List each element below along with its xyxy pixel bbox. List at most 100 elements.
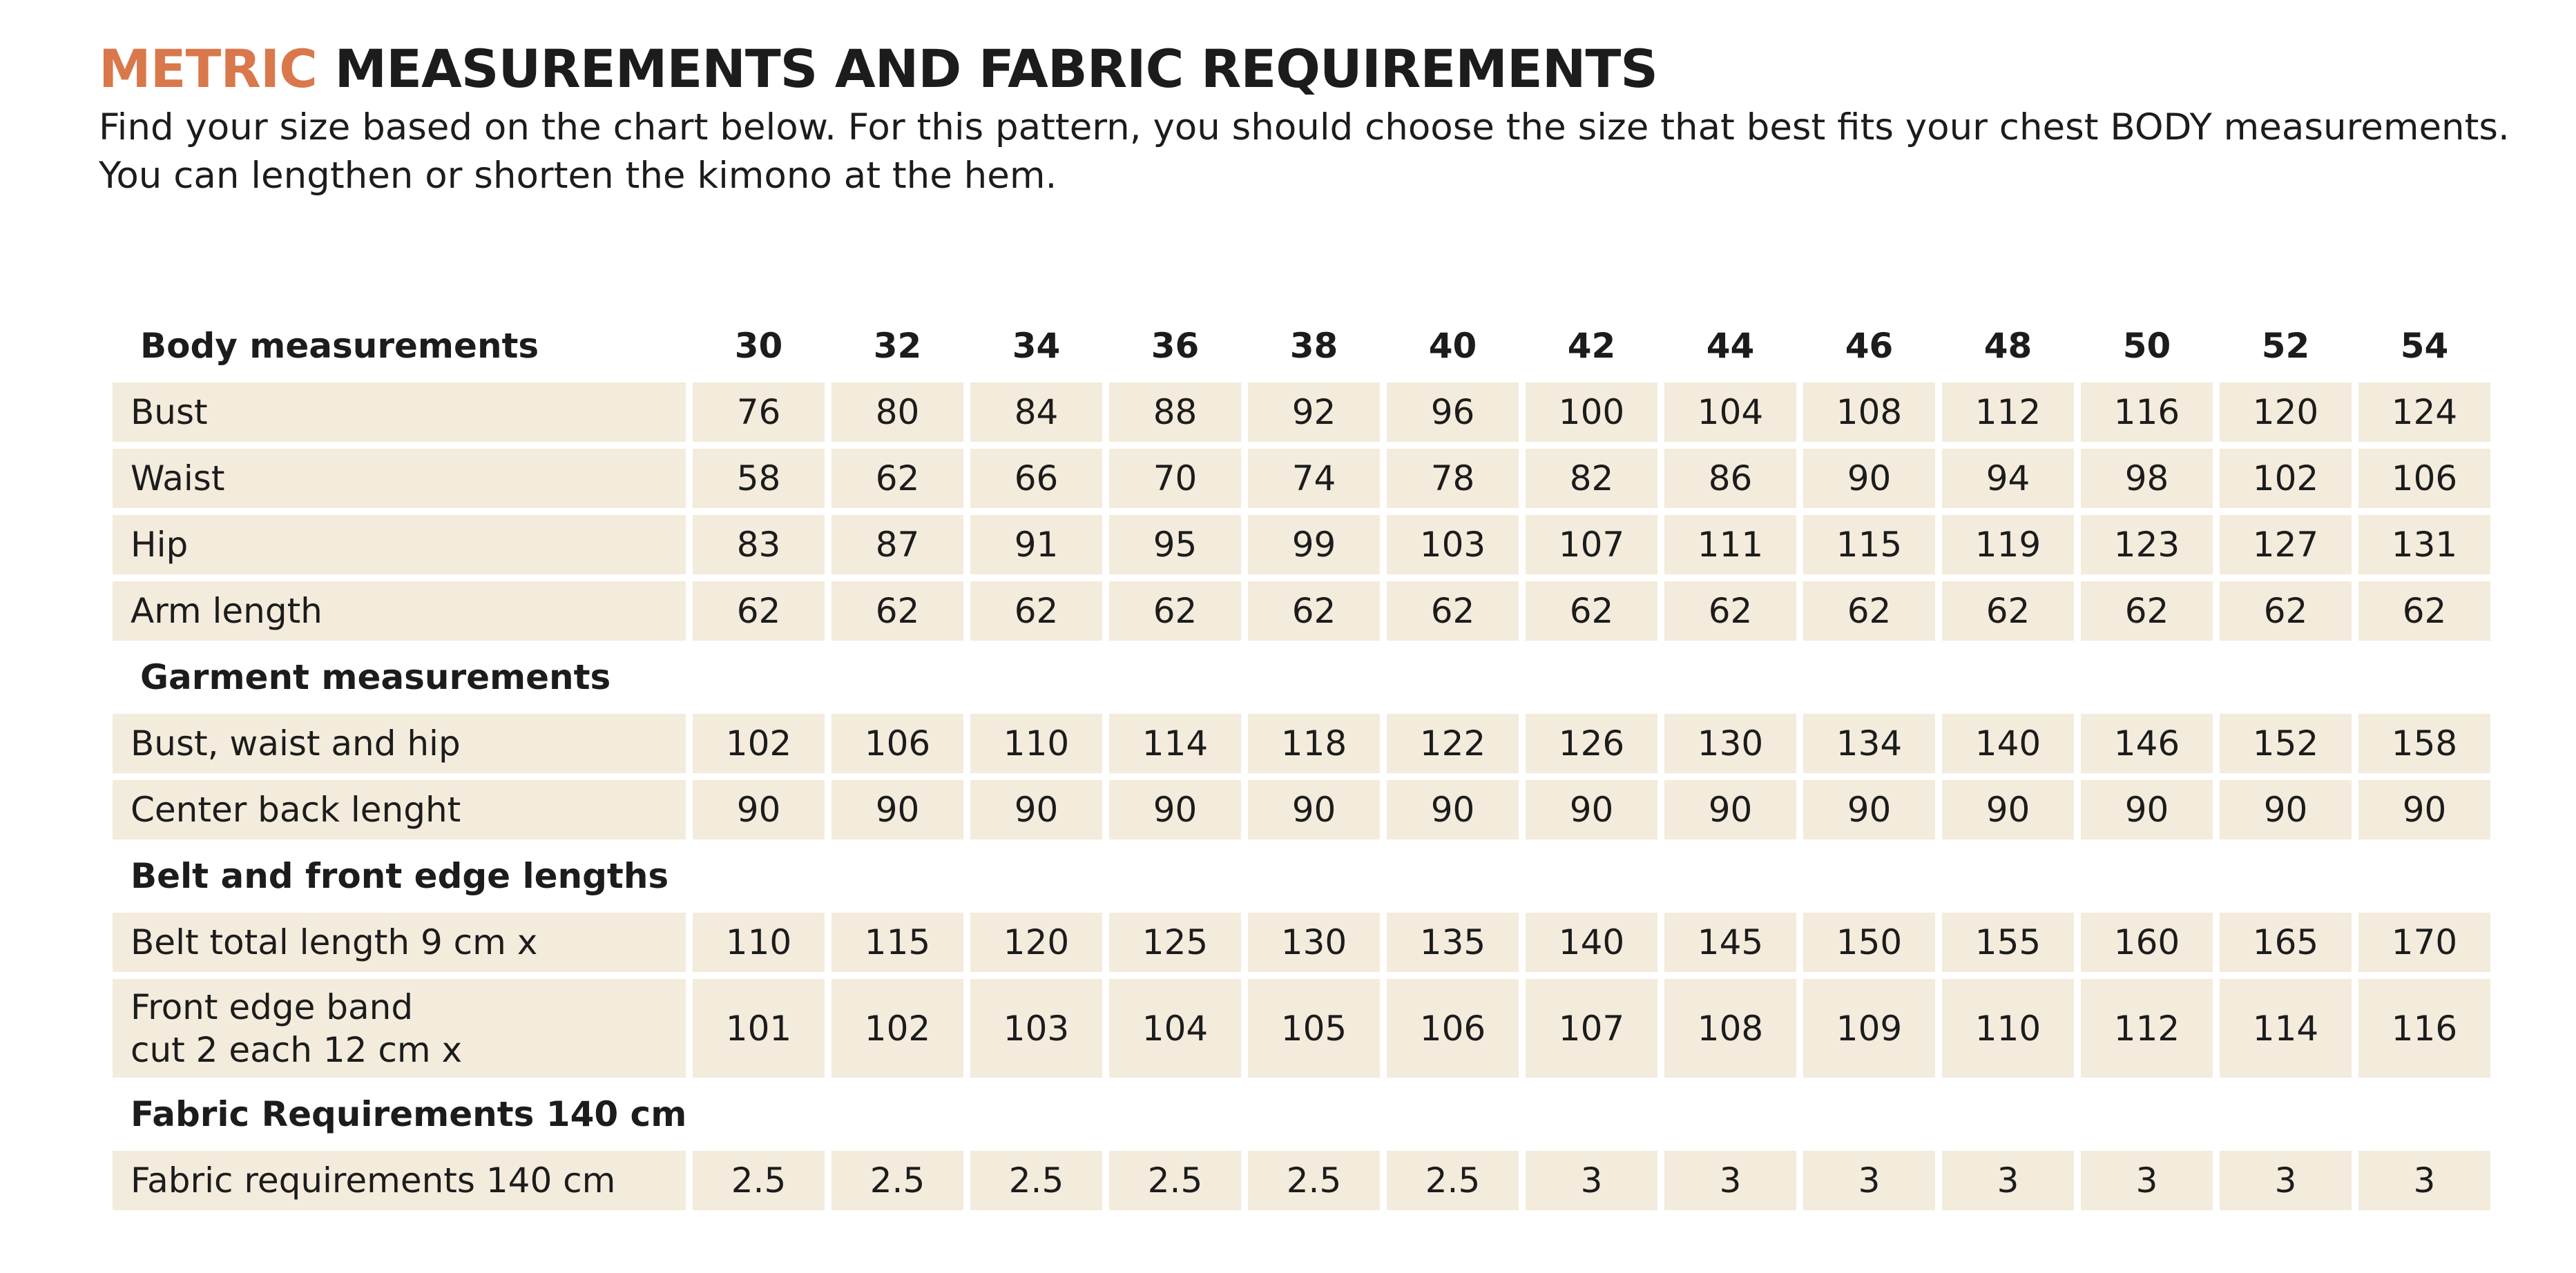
section-row: Fabric Requirements 140 cm <box>113 1085 2490 1144</box>
cell: 3 <box>2081 1151 2213 1210</box>
cell: 108 <box>1664 979 1796 1078</box>
cell: 62 <box>1109 581 1241 641</box>
cell: 110 <box>970 714 1102 773</box>
row-label-line: Belt total length 9 cm x <box>131 922 538 962</box>
cell: 3 <box>1526 1151 1657 1210</box>
cell: 112 <box>2081 979 2213 1078</box>
cell: 102 <box>693 714 825 773</box>
cell: 90 <box>2358 780 2490 839</box>
cell: 62 <box>832 581 963 641</box>
data-row: Center back lenght 90 90 90 90 90 90 90 90 90 90 90… <box>113 780 2490 839</box>
cell: 98 <box>2081 449 2213 508</box>
title: METRIC MEASUREMENTS AND FABRIC REQUIREME… <box>99 38 1658 99</box>
cell: 104 <box>1109 979 1241 1078</box>
row-label-line: Bust <box>131 392 208 432</box>
row-label: Fabric requirements 140 cm <box>113 1151 686 1210</box>
size-header: 40 <box>1428 326 1477 366</box>
cell: 94 <box>1942 449 2074 508</box>
section-heading: Garment measurements <box>140 657 611 697</box>
cell: 134 <box>1803 714 1935 773</box>
row-label-line: cut 2 each 12 cm x <box>131 1029 463 1070</box>
cell: 62 <box>2081 581 2213 641</box>
header-row: Body measurements 30 32 34 36 38 40 42 44 46 48 50 5… <box>113 316 2490 376</box>
cell: 131 <box>2358 515 2490 574</box>
cell: 83 <box>693 515 825 574</box>
cell: 90 <box>1248 780 1380 839</box>
section-row: Belt and front edge lengths <box>113 846 2490 906</box>
cell: 3 <box>1942 1151 2074 1210</box>
cell: 99 <box>1248 515 1380 574</box>
cell: 103 <box>970 979 1102 1078</box>
data-row: Hip 83 87 91 95 99 103 107 111 115 119 123 127 131 <box>113 515 2490 574</box>
cell: 90 <box>970 780 1102 839</box>
cell: 114 <box>2220 979 2352 1078</box>
cell: 90 <box>1387 780 1519 839</box>
cell: 90 <box>1109 780 1241 839</box>
cell: 90 <box>832 780 963 839</box>
cell: 106 <box>2358 449 2490 508</box>
data-row: Bust, waist and hip 102 106 110 114 118 122 126… <box>113 714 2490 773</box>
cell: 3 <box>1664 1151 1796 1210</box>
section-heading: Body measurements <box>140 326 539 366</box>
cell: 135 <box>1387 913 1519 972</box>
cell: 66 <box>970 449 1102 508</box>
cell: 120 <box>970 913 1102 972</box>
size-header: 52 <box>2261 326 2310 366</box>
cell: 86 <box>1664 449 1796 508</box>
data-row: Arm length 62 62 62 62 62 62 62 62 62 62 62 62 62 <box>113 581 2490 641</box>
data-row: Front edge band cut 2 each 12 cm x 101 102 1… <box>113 979 2490 1078</box>
cell: 101 <box>693 979 825 1078</box>
cell: 58 <box>693 449 825 508</box>
data-row: Waist 58 62 66 70 74 78 82 86 90 94 98 102 106 <box>113 449 2490 508</box>
cell: 116 <box>2081 382 2213 442</box>
cell: 90 <box>2220 780 2352 839</box>
cell: 108 <box>1803 382 1935 442</box>
size-header: 30 <box>734 326 783 366</box>
cell: 158 <box>2358 714 2490 773</box>
row-label-line: Waist <box>131 458 225 498</box>
data-row: Fabric requirements 140 cm 2.5 2.5 2.5 2.5 2.… <box>113 1151 2490 1210</box>
cell: 90 <box>1803 780 1935 839</box>
title-text: MEASUREMENTS AND FABRIC REQUIREMENTS <box>334 38 1658 99</box>
cell: 78 <box>1387 449 1519 508</box>
row-label-line: Arm length <box>131 591 323 631</box>
cell: 92 <box>1248 382 1380 442</box>
row-label: Front edge band cut 2 each 12 cm x <box>113 979 686 1078</box>
cell: 170 <box>2358 913 2490 972</box>
cell: 2.5 <box>1109 1151 1241 1210</box>
cell: 88 <box>1109 382 1241 442</box>
cell: 106 <box>1387 979 1519 1078</box>
cell: 2.5 <box>1387 1151 1519 1210</box>
cell: 116 <box>2358 979 2490 1078</box>
cell: 110 <box>693 913 825 972</box>
size-header: 48 <box>1983 326 2032 366</box>
cell: 107 <box>1526 515 1657 574</box>
cell: 124 <box>2358 382 2490 442</box>
cell: 3 <box>1803 1151 1935 1210</box>
cell: 62 <box>1942 581 2074 641</box>
cell: 145 <box>1664 913 1796 972</box>
cell: 2.5 <box>970 1151 1102 1210</box>
data-row: Bust 76 80 84 88 92 96 100 104 108 112 116 120 124 <box>113 382 2490 442</box>
row-label: Center back lenght <box>113 780 686 839</box>
section-heading: Belt and front edge lengths <box>131 856 669 896</box>
cell: 152 <box>2220 714 2352 773</box>
cell: 110 <box>1942 979 2074 1078</box>
row-label: Bust, waist and hip <box>113 714 686 773</box>
cell: 90 <box>1526 780 1657 839</box>
cell: 62 <box>970 581 1102 641</box>
cell: 2.5 <box>832 1151 963 1210</box>
cell: 104 <box>1664 382 1796 442</box>
cell: 102 <box>832 979 963 1078</box>
cell: 109 <box>1803 979 1935 1078</box>
size-header: 50 <box>2122 326 2171 366</box>
cell: 62 <box>832 449 963 508</box>
cell: 90 <box>1803 449 1935 508</box>
section-heading: Fabric Requirements 140 cm <box>131 1094 687 1134</box>
cell: 62 <box>2220 581 2352 641</box>
cell: 130 <box>1248 913 1380 972</box>
cell: 146 <box>2081 714 2213 773</box>
cell: 62 <box>693 581 825 641</box>
row-label: Hip <box>113 515 686 574</box>
cell: 62 <box>2358 581 2490 641</box>
